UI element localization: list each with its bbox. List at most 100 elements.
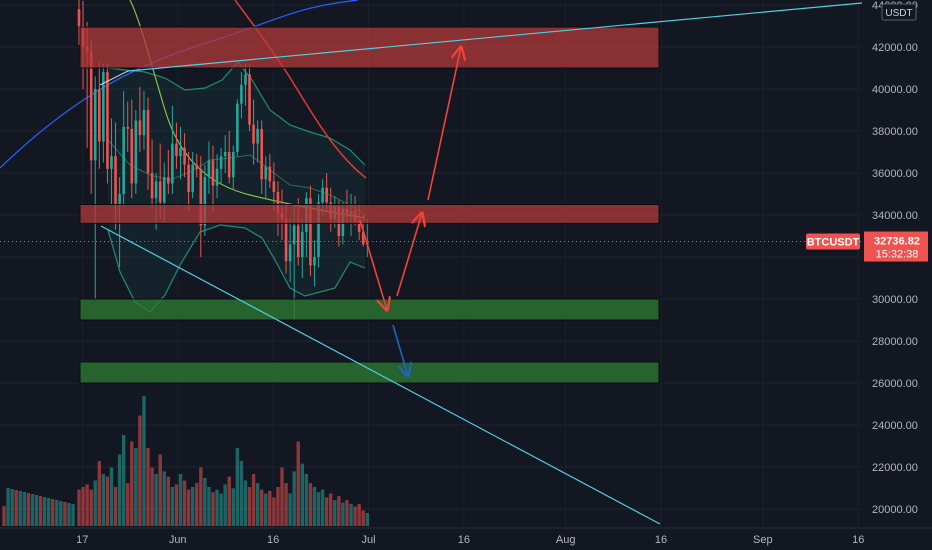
volume-bar: [357, 503, 361, 526]
volume-bar: [203, 477, 207, 526]
volume-bar: [166, 476, 171, 526]
volume-bar: [59, 501, 63, 526]
candle: [272, 162, 276, 211]
resistance-zone[interactable]: [79, 26, 660, 69]
support-zone[interactable]: [79, 361, 660, 384]
volume-bar: [247, 487, 252, 526]
projection-arrow-up[interactable]: [396, 213, 422, 297]
volume-bar: [26, 493, 31, 526]
volume-bar: [158, 454, 162, 526]
candle: [138, 86, 142, 152]
volume-bar: [312, 487, 317, 526]
volume-bar: [42, 497, 47, 526]
candle: [106, 63, 109, 184]
volume-bar: [109, 467, 114, 526]
candle: [150, 139, 154, 209]
volume-bar: [215, 489, 219, 526]
volume-bar: [288, 493, 292, 526]
price-tick-label: 36000.00: [872, 168, 918, 180]
candle: [211, 145, 215, 211]
resistance-zone[interactable]: [79, 204, 660, 224]
projection-arrow-breakdown[interactable]: [392, 324, 408, 376]
time-tick-label: 16: [458, 534, 470, 546]
price-tick-label: 20000.00: [872, 504, 918, 516]
volume-bar: [30, 494, 35, 526]
candle: [252, 99, 255, 165]
candle: [227, 131, 231, 184]
volume-bar: [85, 484, 89, 526]
candle: [223, 135, 227, 173]
volume-bar: [38, 496, 43, 526]
support-zone[interactable]: [79, 298, 660, 321]
price-axis[interactable]: 20000.00 22000.00 24000.00 26000.00 28000.00…: [872, 0, 918, 516]
volume-bar: [280, 467, 284, 526]
volume-bar: [308, 483, 313, 526]
volume-bar: [300, 463, 304, 526]
volume-bar: [81, 487, 85, 526]
volume-bar: [154, 474, 158, 526]
candle: [122, 91, 125, 207]
volume-bar: [46, 498, 51, 526]
volume-bar: [101, 474, 106, 526]
volume-bar: [349, 503, 353, 526]
volume-bar: [150, 467, 154, 526]
currency-box[interactable]: USDT: [881, 3, 917, 21]
price-tick-label: 40000.00: [872, 84, 918, 96]
candle: [288, 219, 292, 283]
candle: [171, 105, 174, 194]
price-axis-background: [862, 0, 932, 528]
volume-bar: [365, 513, 369, 526]
volume-bar: [333, 500, 337, 526]
volume-bar: [113, 487, 118, 526]
volume-bar: [121, 435, 126, 526]
volume-bar: [223, 484, 227, 526]
price-tick-label: 22000.00: [872, 462, 918, 474]
projection-arrow-down[interactable]: [359, 219, 387, 310]
candle: [146, 97, 150, 190]
candle: [264, 156, 268, 199]
volume-bar: [239, 461, 244, 526]
time-axis[interactable]: 17Jun16Jul16Aug16Sep16Oct: [76, 534, 932, 546]
volume-bar: [316, 492, 321, 526]
volume-bar: [337, 496, 341, 526]
support-resistance-zones: [79, 26, 660, 384]
last-price-tag: 32736.82 15:32:38: [864, 231, 928, 262]
volume-bar: [138, 415, 142, 526]
candle: [301, 219, 304, 278]
candle: [240, 72, 243, 119]
descending-trendline[interactable]: [100, 225, 661, 525]
volume-bar: [162, 471, 166, 526]
candle: [187, 152, 190, 211]
volume-bar: [6, 488, 10, 526]
candle: [134, 110, 138, 194]
candle: [130, 99, 134, 199]
volume-bar: [174, 484, 179, 526]
time-tick-label: 17: [76, 534, 88, 546]
price-tick-label: 26000.00: [872, 378, 918, 390]
symbol-tag: BTCUSDT: [806, 233, 860, 250]
candle: [167, 149, 170, 194]
candle: [93, 76, 97, 299]
candle: [110, 118, 113, 205]
ascending-trendline[interactable]: [127, 2, 863, 72]
volume-bar: [276, 487, 280, 526]
volume-bar: [243, 480, 248, 526]
candle: [309, 185, 312, 276]
volume-bar: [2, 506, 6, 526]
countdown-timer: 15:32:38: [876, 249, 919, 261]
volume-bar: [186, 489, 191, 526]
last-price-value: 32736.82: [874, 236, 920, 248]
volume-bar: [324, 497, 329, 526]
volume-bar: [284, 483, 288, 526]
volume-bar: [93, 480, 97, 526]
volume-bar: [170, 487, 175, 526]
volume-bar: [18, 491, 22, 526]
candle: [236, 99, 239, 157]
price-tick-label: 24000.00: [872, 420, 918, 432]
price-tick-label: 30000.00: [872, 294, 918, 306]
volume-bar: [207, 487, 211, 526]
projection-arrow-target[interactable]: [427, 47, 461, 201]
price-tick-label: 34000.00: [872, 210, 918, 222]
volume-bar: [14, 490, 18, 526]
